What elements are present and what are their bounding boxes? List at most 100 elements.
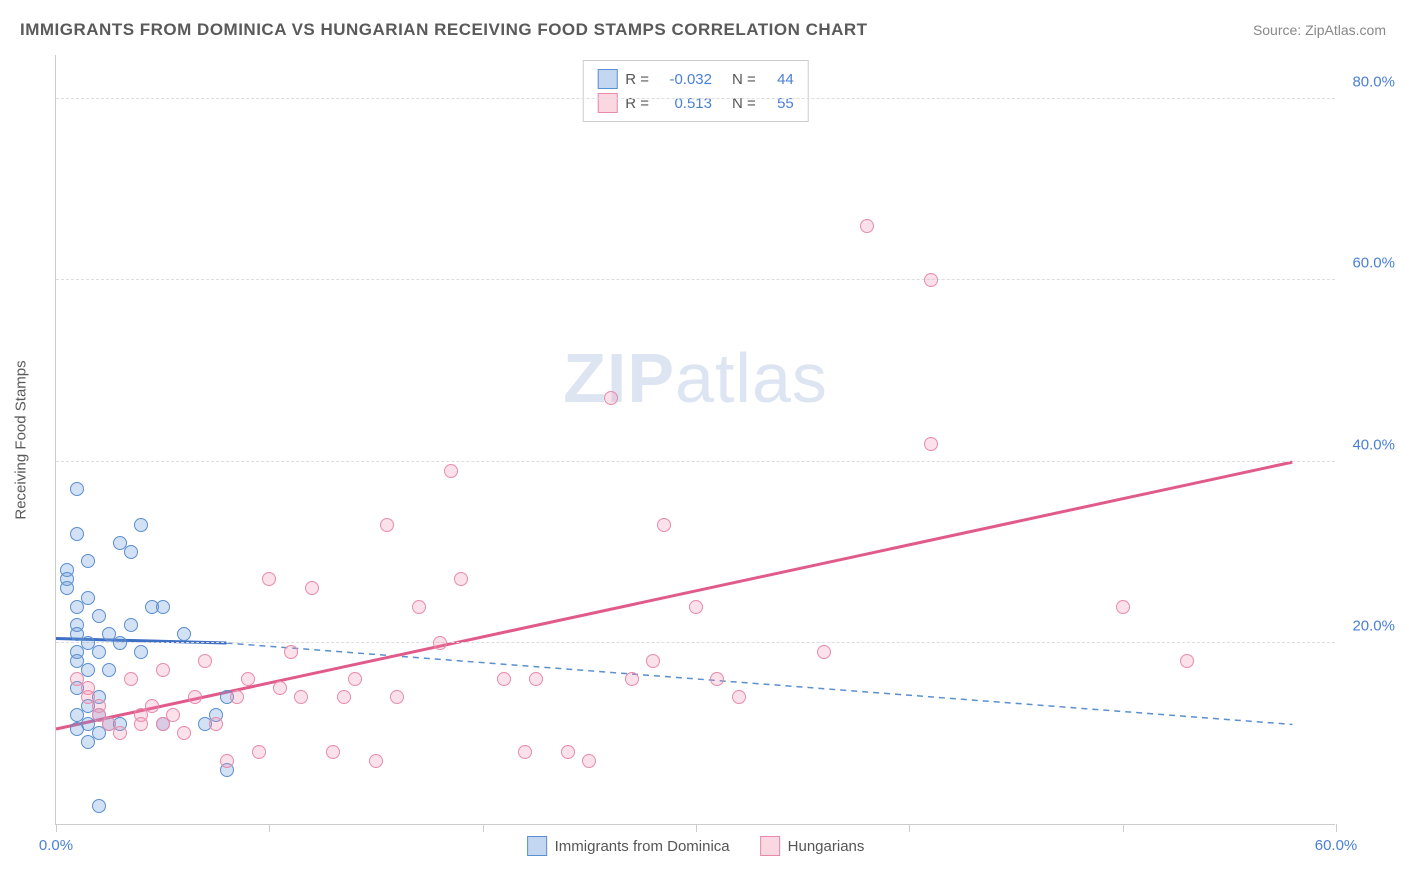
r-label: R =	[625, 71, 649, 88]
point-hungarian	[124, 672, 138, 686]
point-hungarian	[166, 708, 180, 722]
point-hungarian	[220, 754, 234, 768]
point-hungarian	[625, 672, 639, 686]
point-dominica	[124, 618, 138, 632]
legend-swatch	[527, 836, 547, 856]
y-tick-label: 80.0%	[1352, 74, 1395, 91]
n-value: 44	[764, 71, 794, 88]
point-hungarian	[689, 600, 703, 614]
point-hungarian	[444, 464, 458, 478]
point-hungarian	[433, 636, 447, 650]
point-dominica	[156, 600, 170, 614]
point-dominica	[113, 636, 127, 650]
point-hungarian	[924, 273, 938, 287]
gridline	[56, 642, 1335, 643]
source-label: Source: ZipAtlas.com	[1253, 22, 1386, 38]
x-tick	[1336, 824, 1337, 832]
r-value: -0.032	[657, 71, 712, 88]
point-hungarian	[1180, 654, 1194, 668]
plot-area: Receiving Food Stamps ZIPatlas R = -0.03…	[55, 55, 1335, 825]
point-hungarian	[529, 672, 543, 686]
x-tick	[1123, 824, 1124, 832]
point-hungarian	[230, 690, 244, 704]
r-value: 0.513	[657, 95, 712, 112]
point-hungarian	[337, 690, 351, 704]
point-hungarian	[348, 672, 362, 686]
point-dominica	[60, 581, 74, 595]
point-dominica	[81, 591, 95, 605]
gridline	[56, 98, 1335, 99]
x-tick-label: 0.0%	[39, 837, 73, 854]
watermark-bold: ZIP	[563, 339, 675, 417]
point-hungarian	[582, 754, 596, 768]
point-hungarian	[390, 690, 404, 704]
point-hungarian	[518, 745, 532, 759]
series-legend: Immigrants from Dominica Hungarians	[527, 836, 865, 856]
point-hungarian	[262, 572, 276, 586]
point-hungarian	[294, 690, 308, 704]
point-hungarian	[326, 745, 340, 759]
point-hungarian	[252, 745, 266, 759]
point-hungarian	[1116, 600, 1130, 614]
point-hungarian	[113, 726, 127, 740]
point-dominica	[70, 527, 84, 541]
point-hungarian	[369, 754, 383, 768]
point-dominica	[124, 545, 138, 559]
x-tick	[483, 824, 484, 832]
point-dominica	[102, 663, 116, 677]
point-hungarian	[145, 699, 159, 713]
point-hungarian	[710, 672, 724, 686]
n-label: N =	[732, 95, 756, 112]
n-label: N =	[732, 71, 756, 88]
point-hungarian	[604, 391, 618, 405]
series-legend-item: Immigrants from Dominica	[527, 836, 730, 856]
point-dominica	[134, 518, 148, 532]
series-legend-item: Hungarians	[760, 836, 865, 856]
point-hungarian	[156, 663, 170, 677]
watermark-rest: atlas	[675, 339, 828, 417]
x-tick	[696, 824, 697, 832]
chart-svg	[56, 55, 1335, 824]
legend-swatch	[597, 69, 617, 89]
n-value: 55	[764, 95, 794, 112]
point-dominica	[177, 627, 191, 641]
legend-swatch	[760, 836, 780, 856]
y-tick-label: 20.0%	[1352, 617, 1395, 634]
point-hungarian	[177, 726, 191, 740]
point-hungarian	[561, 745, 575, 759]
point-dominica	[70, 482, 84, 496]
legend-label: Hungarians	[788, 838, 865, 855]
point-hungarian	[646, 654, 660, 668]
legend-swatch	[597, 93, 617, 113]
point-hungarian	[241, 672, 255, 686]
x-tick	[909, 824, 910, 832]
stats-legend-row: R = 0.513 N = 55	[597, 91, 794, 115]
point-hungarian	[817, 645, 831, 659]
trend-line	[56, 462, 1292, 729]
chart-title: IMMIGRANTS FROM DOMINICA VS HUNGARIAN RE…	[20, 20, 868, 40]
point-hungarian	[860, 219, 874, 233]
point-hungarian	[188, 690, 202, 704]
point-dominica	[92, 645, 106, 659]
legend-label: Immigrants from Dominica	[555, 838, 730, 855]
point-hungarian	[732, 690, 746, 704]
point-hungarian	[412, 600, 426, 614]
point-hungarian	[657, 518, 671, 532]
r-label: R =	[625, 95, 649, 112]
y-axis-title: Receiving Food Stamps	[13, 360, 30, 519]
point-hungarian	[284, 645, 298, 659]
point-dominica	[92, 609, 106, 623]
point-hungarian	[198, 654, 212, 668]
x-tick	[56, 824, 57, 832]
point-hungarian	[380, 518, 394, 532]
trend-line	[227, 643, 1293, 724]
point-hungarian	[273, 681, 287, 695]
stats-legend-row: R = -0.032 N = 44	[597, 67, 794, 91]
point-dominica	[134, 645, 148, 659]
watermark: ZIPatlas	[563, 338, 828, 418]
gridline	[56, 461, 1335, 462]
y-tick-label: 60.0%	[1352, 255, 1395, 272]
y-tick-label: 40.0%	[1352, 436, 1395, 453]
point-hungarian	[209, 717, 223, 731]
point-hungarian	[454, 572, 468, 586]
